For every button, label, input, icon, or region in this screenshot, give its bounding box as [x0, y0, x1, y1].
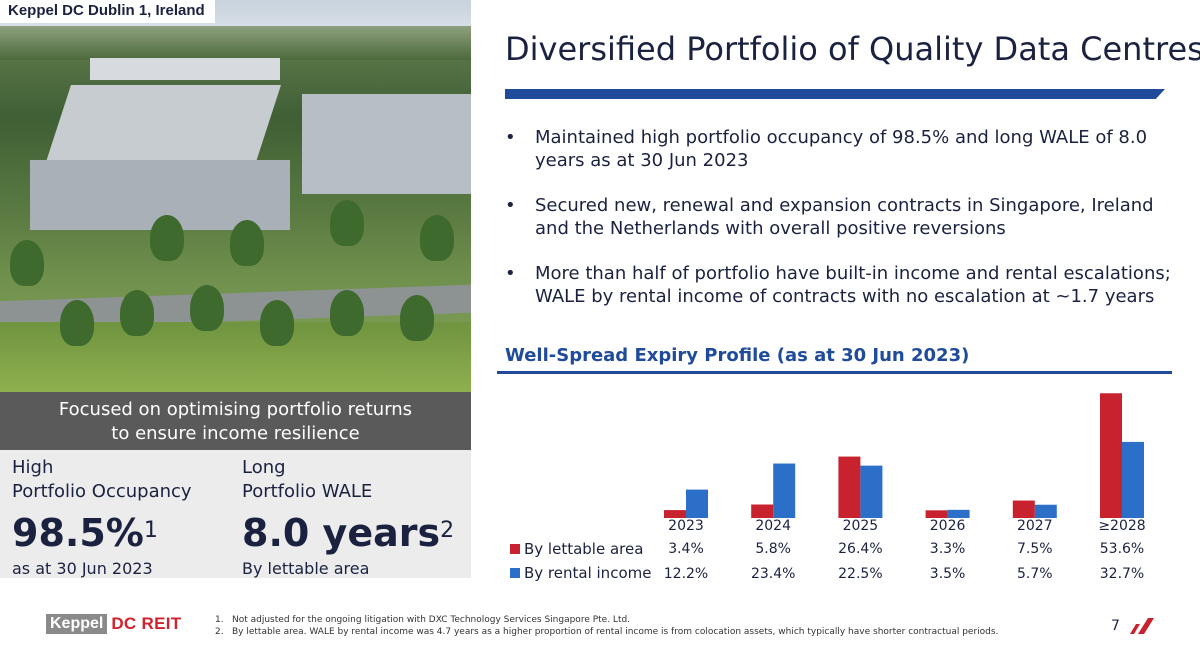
photo-tree — [150, 215, 184, 261]
bullet-dot: • — [505, 127, 516, 148]
footnote-2: 2. By lettable area. WALE by rental incom… — [215, 626, 998, 638]
bar-rental-income-2023 — [686, 489, 708, 518]
stat-footnote-ref[interactable]: 2 — [440, 518, 455, 543]
value-lettable-area: 53.6% — [1099, 541, 1145, 557]
stat-label-line2: Portfolio Occupancy — [12, 481, 192, 502]
page-number: 7 — [1111, 618, 1120, 634]
photo-tree — [230, 220, 264, 266]
year-label: 2025 — [842, 518, 879, 534]
keppel-dc-reit-logo: Keppel DC REIT — [46, 613, 181, 635]
bar-lettable-area-2024 — [751, 504, 774, 518]
photo-tree — [330, 200, 364, 246]
stat-value-text: 98.5% — [12, 511, 144, 555]
stat-footnote-ref[interactable]: 1 — [143, 518, 158, 543]
photo-tree — [10, 240, 44, 286]
year-label: 2023 — [668, 518, 704, 534]
stat-subtext: By lettable area — [242, 559, 370, 578]
bullet-item: • Secured new, renewal and expansion cont… — [505, 194, 1185, 240]
legend-swatch-blue — [510, 568, 520, 578]
bar-rental-income-2026 — [947, 509, 970, 518]
bar-rental-income-≥2028 — [1122, 441, 1144, 518]
footnote-text: By lettable area. WALE by rental income … — [232, 627, 999, 637]
photo-horizon — [0, 26, 471, 60]
focus-line-1: Focused on optimising portfolio returns — [58, 399, 413, 420]
bullet-item: • More than half of portfolio have built-… — [505, 262, 1185, 308]
bullet-item: • Maintained high portfolio occupancy of … — [505, 126, 1185, 172]
stat-value: 8.0 years2 — [242, 510, 454, 556]
stat-wale: Long Portfolio WALE 8.0 years2 By lettab… — [242, 456, 454, 580]
bullet-text: More than half of portfolio have built-i… — [535, 263, 1171, 307]
stat-label-line1: Long — [242, 457, 286, 478]
legend-lettable-area: By lettable area — [510, 540, 643, 558]
title-underline — [505, 89, 1165, 99]
value-rental-income: 12.2% — [663, 566, 709, 582]
value-lettable-area: 5.8% — [755, 541, 791, 557]
stat-value-text: 8.0 years — [242, 511, 441, 555]
bullet-dot: • — [505, 195, 516, 216]
legend-rental-income: By rental income — [510, 564, 651, 582]
photo-caption: Keppel DC Dublin 1, Ireland — [0, 0, 215, 23]
photo-building-right — [302, 94, 471, 194]
value-rental-income: 3.5% — [929, 566, 966, 582]
brand-slash-icon — [1130, 618, 1154, 634]
photo-tree — [120, 290, 154, 336]
value-rental-income: 5.7% — [1017, 566, 1053, 582]
photo-tree — [330, 290, 364, 336]
value-lettable-area: 3.3% — [929, 541, 966, 557]
footnote-number: 1. — [215, 615, 224, 625]
chart-title: Well-Spread Expiry Profile (as at 30 Jun… — [505, 345, 970, 366]
logo-dc-reit-text: DC REIT — [111, 614, 182, 633]
value-lettable-area: 7.5% — [1017, 541, 1053, 557]
stat-occupancy: High Portfolio Occupancy 98.5%1 as at 30… — [12, 456, 192, 580]
year-label: ≥2028 — [1098, 518, 1146, 534]
value-rental-income: 32.7% — [1099, 566, 1145, 582]
footnote-text: Not adjusted for the ongoing litigation … — [232, 615, 631, 625]
year-label: 2027 — [1016, 518, 1053, 534]
legend-label: By rental income — [524, 564, 652, 582]
photo-tree — [260, 300, 294, 346]
bullet-text: Maintained high portfolio occupancy of 9… — [535, 127, 1148, 171]
stats-panel: High Portfolio Occupancy 98.5%1 as at 30… — [0, 450, 471, 578]
stat-label-line1: High — [12, 457, 54, 478]
photo-tree — [190, 285, 224, 331]
photo-tree — [60, 300, 94, 346]
value-lettable-area: 3.4% — [668, 541, 704, 557]
data-centre-photo: Keppel DC Dublin 1, Ireland — [0, 0, 471, 392]
slide-title: Diversified Portfolio of Quality Data Ce… — [505, 30, 1200, 68]
logo-keppel-text: Keppel — [46, 614, 108, 634]
value-lettable-area: 26.4% — [838, 541, 883, 557]
expiry-bar-chart — [664, 393, 1144, 518]
photo-building-far — [90, 58, 280, 80]
bar-lettable-area-≥2028 — [1100, 393, 1122, 518]
footnote-1: 1. Not adjusted for the ongoing litigatio… — [215, 614, 998, 626]
bar-lettable-area-2026 — [925, 510, 948, 518]
footnote-number: 2. — [215, 627, 224, 637]
focus-line-2: to ensure income resilience — [111, 423, 360, 444]
legend-swatch-red — [510, 544, 520, 554]
stat-subtext: as at 30 Jun 2023 — [12, 559, 153, 578]
bullet-text: Secured new, renewal and expansion contr… — [535, 195, 1154, 239]
photo-tree — [420, 215, 454, 261]
bullet-list: • Maintained high portfolio occupancy of … — [505, 126, 1185, 330]
photo-tree — [400, 295, 434, 341]
year-label: 2026 — [929, 518, 966, 534]
legend-label: By lettable area — [524, 540, 644, 558]
year-label: 2024 — [755, 518, 791, 534]
photo-building-roof — [45, 85, 281, 165]
bullet-dot: • — [505, 263, 516, 284]
value-rental-income: 23.4% — [750, 566, 796, 582]
stat-label-line2: Portfolio WALE — [242, 481, 373, 502]
bar-lettable-area-2023 — [664, 510, 686, 518]
bar-rental-income-2027 — [1034, 504, 1057, 518]
chart-title-underline — [497, 371, 1172, 374]
bar-lettable-area-2025 — [838, 456, 861, 518]
bar-rental-income-2024 — [773, 463, 796, 518]
focus-banner: Focused on optimising portfolio returns … — [0, 392, 471, 450]
stat-value: 98.5%1 — [12, 510, 192, 556]
footnotes: 1. Not adjusted for the ongoing litigatio… — [215, 614, 998, 638]
bar-rental-income-2025 — [860, 465, 883, 518]
value-rental-income: 22.5% — [838, 566, 883, 582]
bar-lettable-area-2027 — [1012, 500, 1035, 518]
